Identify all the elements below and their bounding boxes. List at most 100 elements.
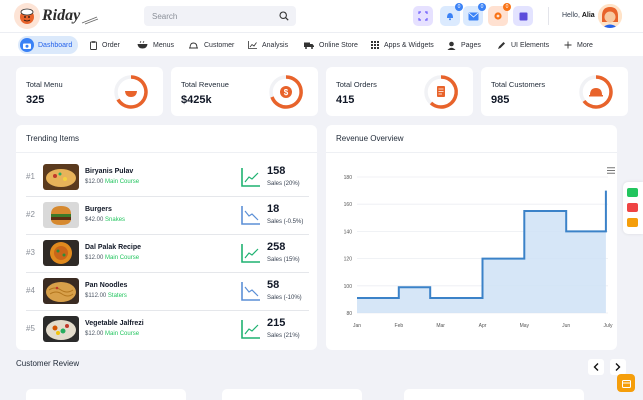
brand-logo[interactable]: Riday — [14, 3, 99, 29]
money-icon[interactable] — [627, 188, 638, 197]
list-item[interactable]: #1 Biryanis Pulav $12.00 Main Course 158… — [26, 159, 309, 197]
x-tick-label: Apr — [479, 323, 487, 329]
chat-icon[interactable] — [627, 218, 638, 227]
svg-text:$: $ — [284, 88, 289, 97]
nav-label: Order — [102, 41, 120, 49]
trend-up-icon — [241, 320, 260, 339]
review-card[interactable] — [404, 389, 584, 400]
list-item[interactable]: #3 Dal Palak Recipe $12.00 Main Course 2… — [26, 235, 309, 273]
review-card[interactable] — [222, 389, 362, 400]
list-item[interactable]: #5 Vegetable Jalfrezi $12.00 Main Course… — [26, 311, 309, 349]
panel-divider — [326, 152, 617, 153]
item-category: Main Course — [105, 179, 140, 185]
price-value: $12.00 — [85, 331, 104, 337]
nav-online-store[interactable]: Online Store — [304, 36, 358, 54]
nav-label: More — [577, 41, 593, 49]
nav-label: Apps & Widgets — [384, 41, 434, 49]
nav-label: Analysis — [262, 41, 289, 49]
nav-order[interactable]: Order — [90, 36, 120, 54]
y-tick-label: 140 — [344, 229, 353, 235]
dollar-icon: $ — [280, 86, 292, 98]
camera-icon — [20, 38, 34, 52]
stat-card-total-menu: Total Menu 325 — [16, 67, 163, 116]
stat-value: 415 — [336, 94, 355, 106]
settings-button[interactable]: 0 — [488, 3, 511, 26]
nav-menus[interactable]: Menus — [137, 36, 174, 54]
stat-ring — [579, 75, 613, 109]
greeting-text: Hello, — [562, 12, 580, 19]
bowl-icon — [137, 41, 148, 49]
item-price: $12.00 Main Course — [85, 255, 139, 261]
box-icon — [621, 379, 631, 388]
nav-apps-widgets[interactable]: Apps & Widgets — [371, 36, 434, 54]
x-tick-label: Mar — [436, 323, 445, 329]
image-icon[interactable] — [627, 203, 638, 212]
stat-ring — [424, 75, 458, 109]
nav-ui-elements[interactable]: UI Elements — [497, 36, 549, 54]
plate-icon — [188, 42, 199, 49]
item-price: $42.00 Snakes — [85, 217, 125, 223]
bell-icon — [447, 13, 453, 21]
next-button[interactable] — [610, 359, 626, 375]
nav-label: Customer — [204, 41, 235, 49]
stat-card-total-customers: Total Customers 985 — [481, 67, 628, 116]
item-category: Staters — [107, 293, 127, 299]
x-tick-label: May — [520, 323, 530, 329]
item-sales: Sales (-0.5%) — [267, 219, 304, 225]
list-item[interactable]: #2 Burgers $42.00 Snakes 18 Sales (-0.5%… — [26, 197, 309, 235]
stat-label: Total Customers — [491, 80, 546, 89]
stat-card-total-orders: Total Orders 415 — [326, 67, 473, 116]
search-input[interactable] — [152, 11, 272, 21]
mail-icon — [468, 12, 478, 20]
truck-icon — [304, 42, 314, 49]
square-icon — [519, 12, 527, 20]
stat-value: 985 — [491, 94, 510, 106]
nav-label: UI Elements — [511, 41, 550, 49]
item-name: Vegetable Jalfrezi — [85, 320, 144, 327]
x-tick-label: Jun — [562, 323, 570, 329]
floating-action-button[interactable] — [617, 374, 635, 392]
search-icon[interactable] — [279, 11, 289, 21]
chevron-right-icon — [615, 363, 621, 371]
stat-value: 325 — [26, 94, 45, 106]
price-value: $112.00 — [85, 293, 107, 299]
avatar[interactable] — [598, 4, 622, 28]
notifications-button[interactable]: 0 — [440, 3, 463, 26]
clipboard-icon — [90, 40, 97, 50]
review-card[interactable] — [26, 389, 186, 400]
y-tick-label: 180 — [344, 175, 353, 181]
trending-items-panel: Trending Items #1 Biryanis Pulav $12.00 … — [16, 125, 317, 350]
stat-value: $425k — [181, 94, 212, 106]
revenue-chart: 80 100 120 140 160 180 Jan Feb Mar Apr May Jun July — [344, 175, 613, 329]
item-sales: Sales (15%) — [267, 257, 300, 263]
y-tick-label: 160 — [344, 202, 353, 208]
item-image — [43, 316, 79, 342]
prev-button[interactable] — [588, 359, 604, 375]
item-sales: Sales (-10%) — [267, 295, 302, 301]
y-tick-label: 100 — [344, 284, 353, 290]
messages-button[interactable]: 0 — [463, 3, 486, 26]
item-image — [43, 240, 79, 266]
nav-customer[interactable]: Customer — [188, 36, 234, 54]
stat-label: Total Orders — [336, 80, 377, 89]
nav-dashboard[interactable]: Dashboard — [18, 36, 79, 54]
greeting: Hello, Alia — [562, 12, 595, 19]
nav-more[interactable]: More — [564, 36, 593, 54]
item-image — [43, 164, 79, 190]
nav-analysis[interactable]: Analysis — [248, 36, 288, 54]
item-category: Main Course — [105, 331, 140, 337]
list-item[interactable]: #4 Pan Noodles $112.00 Staters 58 Sales … — [26, 273, 309, 311]
chart-icon — [248, 41, 257, 49]
item-count: 18 — [267, 203, 280, 215]
trend-down-icon — [241, 282, 260, 301]
panel-title: Trending Items — [26, 134, 80, 143]
apps-button[interactable] — [513, 6, 533, 26]
item-rank: #5 — [26, 324, 35, 333]
chart-menu-icon[interactable] — [607, 167, 615, 174]
chef-icon — [447, 41, 456, 50]
item-price: $12.00 Main Course — [85, 331, 139, 337]
nav-pages[interactable]: Pages — [447, 36, 481, 54]
stat-label: Total Revenue — [181, 80, 229, 89]
fullscreen-button[interactable] — [413, 6, 433, 26]
section-title: Customer Review — [16, 359, 80, 368]
